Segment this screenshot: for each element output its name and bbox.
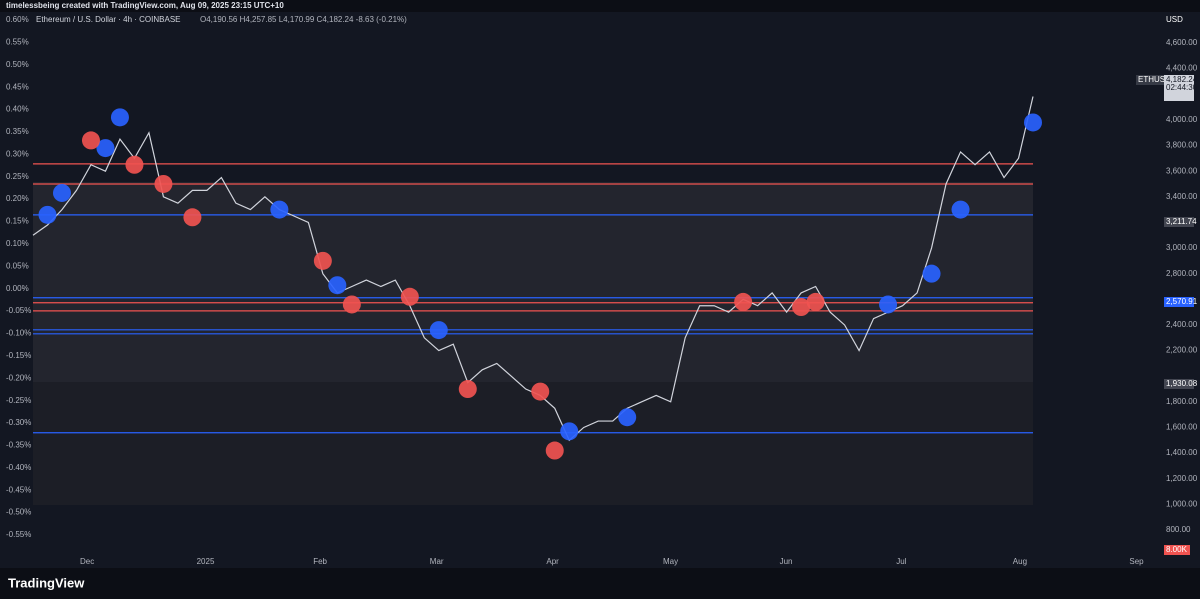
signal-marker [734,292,753,311]
signal-marker [792,298,811,317]
y-tick-label: 0.05% [6,261,29,270]
signal-marker [429,321,448,340]
currency: USD [1166,15,1183,24]
y-tick-label: 0.30% [6,149,29,158]
mid-label: 2,570.91 [1166,297,1198,306]
signal-marker [1024,113,1042,132]
signal-marker [951,200,970,219]
x-tick-label: Feb [313,557,327,566]
x-tick-label: Sep [1129,557,1144,566]
y-tick-label: -0.05% [6,306,31,315]
countdown: 02:44:30 [1166,83,1198,92]
y2-tick-label: 3,000.00 [1166,243,1198,252]
signal-marker [806,292,825,311]
y-tick-label: -0.35% [6,441,31,450]
x-tick-label: Mar [430,557,444,566]
y-tick-label: 0.35% [6,127,29,136]
signal-marker [545,441,564,460]
y2-tick-label: 2,800.00 [1166,269,1198,278]
credit: timelessbeing created with TradingView.c… [6,1,284,10]
signal-marker [879,295,898,314]
x-tick-label: 2025 [197,557,215,566]
volume-label: 8.00K [1166,545,1188,554]
y-tick-label: -0.50% [6,508,31,517]
signal-marker [183,208,202,227]
y-tick-label: 0.25% [6,172,29,181]
x-tick-label: Dec [80,557,94,566]
y2-tick-label: 2,200.00 [1166,346,1198,355]
y-tick-label: 0.60% [6,15,29,24]
brand: TradingView [8,575,85,590]
symbol: Ethereum / U.S. Dollar · 4h · COINBASE [36,15,181,24]
tag [1164,217,1194,227]
y-tick-label: -0.45% [6,485,31,494]
y-tick-label: -0.20% [6,373,31,382]
tag [1164,379,1194,389]
signal-marker [154,174,173,193]
symbol-tag [1136,75,1164,85]
y-tick-label: 0.45% [6,82,29,91]
x-tick-label: May [663,557,678,566]
y2-tick-label: 1,800.00 [1166,397,1198,406]
y-tick-label: -0.30% [6,418,31,427]
symbol-label: ETHUSD [1138,75,1171,84]
y2-tick-label: 3,800.00 [1166,141,1198,150]
y-tick-label: -0.40% [6,463,31,472]
signal-marker [560,422,579,441]
y-tick-label: 0.40% [6,105,29,114]
y2-tick-label: 1,200.00 [1166,474,1198,483]
signal-marker [922,264,941,283]
y-tick-label: 0.55% [6,38,29,47]
y-tick-label: -0.10% [6,329,31,338]
y2-tick-label: 1,400.00 [1166,448,1198,457]
y-tick-label: 0.15% [6,217,29,226]
signal-marker [328,276,347,295]
zone [33,182,1033,382]
signal-marker [81,131,100,150]
signal-marker [96,139,115,158]
top-bar [0,0,1200,12]
y2-tick-label: 1,600.00 [1166,423,1198,432]
y2-tick-label: 3,400.00 [1166,192,1198,201]
footer-bar [0,568,1200,599]
zone [33,382,1033,505]
tag [1164,297,1194,307]
signal-marker [110,108,129,127]
y-tick-label: -0.55% [6,530,31,539]
x-tick-label: Jun [780,557,793,566]
signal-marker [52,183,71,202]
last-tag [1164,75,1194,101]
x-tick-label: Apr [546,557,559,566]
y-tick-label: 0.00% [6,284,29,293]
x-tick-label: Aug [1013,557,1027,566]
signal-marker [342,295,361,314]
x-tick-label: Jul [896,557,906,566]
y2-tick-label: 800.00 [1166,525,1191,534]
signal-marker [313,251,332,270]
y-tick-label: 0.10% [6,239,29,248]
lower-label: 1,930.08 [1166,379,1198,388]
signal-marker [531,382,550,401]
signal-marker [400,287,419,306]
y2-tick-label: 4,400.00 [1166,64,1198,73]
signal-marker [125,155,144,174]
last-price: 4,182.24 [1166,75,1198,84]
ohlc: O4,190.56 H4,257.85 L4,170.99 C4,182.24 … [200,15,407,24]
y-tick-label: -0.25% [6,396,31,405]
signal-marker [38,205,57,224]
y2-tick-label: 4,600.00 [1166,38,1198,47]
y2-tick-label: 2,400.00 [1166,320,1198,329]
signal-marker [618,408,637,427]
y-tick-label: 0.50% [6,60,29,69]
y2-tick-label: 3,600.00 [1166,166,1198,175]
y2-tick-label: 1,000.00 [1166,499,1198,508]
signal-marker [458,380,477,399]
y2-tick-label: 4,000.00 [1166,115,1198,124]
tag [1164,545,1190,555]
y-tick-label: -0.15% [6,351,31,360]
signal-marker [270,200,289,219]
y-tick-label: 0.20% [6,194,29,203]
upper-label: 3,211.74 [1166,217,1197,226]
